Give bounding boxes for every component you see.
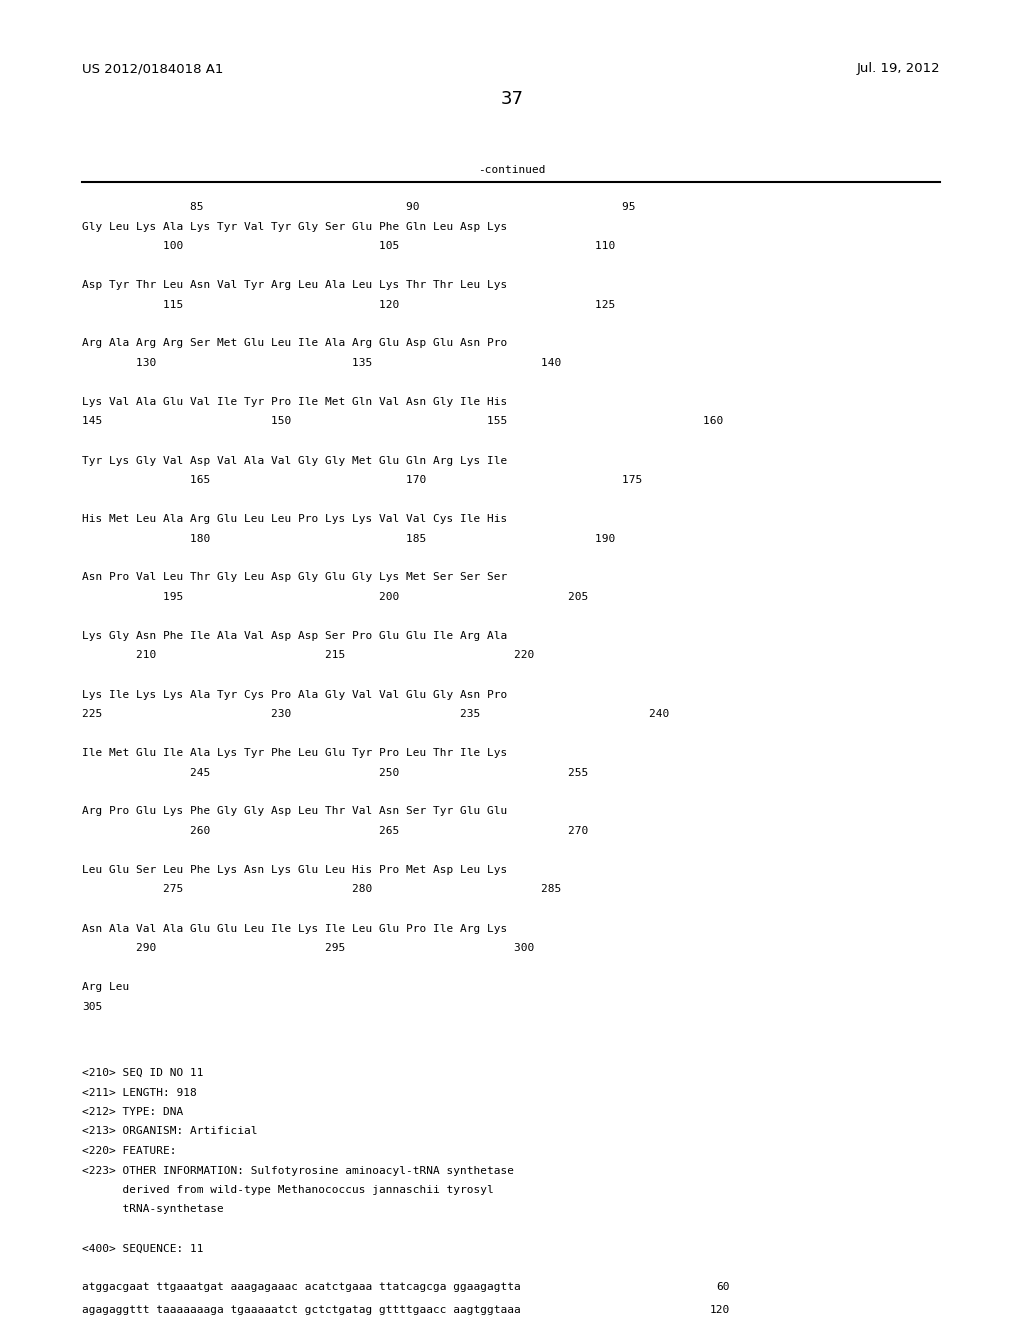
Text: <400> SEQUENCE: 11: <400> SEQUENCE: 11 (82, 1243, 204, 1254)
Text: tRNA-synthetase: tRNA-synthetase (82, 1204, 224, 1214)
Text: derived from wild-type Methanococcus jannaschii tyrosyl: derived from wild-type Methanococcus jan… (82, 1185, 494, 1195)
Text: 260                         265                         270: 260 265 270 (82, 826, 588, 836)
Text: <210> SEQ ID NO 11: <210> SEQ ID NO 11 (82, 1068, 204, 1078)
Text: 100                             105                             110: 100 105 110 (82, 242, 615, 251)
Text: Gly Leu Lys Ala Lys Tyr Val Tyr Gly Ser Glu Phe Gln Leu Asp Lys: Gly Leu Lys Ala Lys Tyr Val Tyr Gly Ser … (82, 222, 507, 231)
Text: agagaggttt taaaaaaaga tgaaaaatct gctctgatag gttttgaacc aagtggtaaa: agagaggttt taaaaaaaga tgaaaaatct gctctga… (82, 1305, 521, 1315)
Text: His Met Leu Ala Arg Glu Leu Leu Pro Lys Lys Val Val Cys Ile His: His Met Leu Ala Arg Glu Leu Leu Pro Lys … (82, 513, 507, 524)
Text: 245                         250                         255: 245 250 255 (82, 767, 588, 777)
Text: 130                             135                         140: 130 135 140 (82, 358, 561, 368)
Text: Asp Tyr Thr Leu Asn Val Tyr Arg Leu Ala Leu Lys Thr Thr Leu Lys: Asp Tyr Thr Leu Asn Val Tyr Arg Leu Ala … (82, 280, 507, 290)
Text: 85                              90                              95: 85 90 95 (82, 202, 636, 213)
Text: Arg Leu: Arg Leu (82, 982, 129, 993)
Text: Arg Pro Glu Lys Phe Gly Gly Asp Leu Thr Val Asn Ser Tyr Glu Glu: Arg Pro Glu Lys Phe Gly Gly Asp Leu Thr … (82, 807, 507, 817)
Text: Lys Gly Asn Phe Ile Ala Val Asp Asp Ser Pro Glu Glu Ile Arg Ala: Lys Gly Asn Phe Ile Ala Val Asp Asp Ser … (82, 631, 507, 642)
Text: 180                             185                         190: 180 185 190 (82, 533, 615, 544)
Text: 290                         295                         300: 290 295 300 (82, 942, 535, 953)
Text: 120: 120 (710, 1305, 730, 1315)
Text: 275                         280                         285: 275 280 285 (82, 884, 561, 895)
Text: 210                         215                         220: 210 215 220 (82, 651, 535, 660)
Text: <223> OTHER INFORMATION: Sulfotyrosine aminoacyl-tRNA synthetase: <223> OTHER INFORMATION: Sulfotyrosine a… (82, 1166, 514, 1176)
Text: Leu Glu Ser Leu Phe Lys Asn Lys Glu Leu His Pro Met Asp Leu Lys: Leu Glu Ser Leu Phe Lys Asn Lys Glu Leu … (82, 865, 507, 875)
Text: 305: 305 (82, 1002, 102, 1011)
Text: Ile Met Glu Ile Ala Lys Tyr Phe Leu Glu Tyr Pro Leu Thr Ile Lys: Ile Met Glu Ile Ala Lys Tyr Phe Leu Glu … (82, 748, 507, 758)
Text: Jul. 19, 2012: Jul. 19, 2012 (856, 62, 940, 75)
Text: 195                             200                         205: 195 200 205 (82, 591, 588, 602)
Text: <220> FEATURE:: <220> FEATURE: (82, 1146, 176, 1156)
Text: <212> TYPE: DNA: <212> TYPE: DNA (82, 1107, 183, 1117)
Text: 60: 60 (717, 1283, 730, 1292)
Text: Lys Val Ala Glu Val Ile Tyr Pro Ile Met Gln Val Asn Gly Ile His: Lys Val Ala Glu Val Ile Tyr Pro Ile Met … (82, 397, 507, 407)
Text: 225                         230                         235                     : 225 230 235 (82, 709, 670, 719)
Text: Arg Ala Arg Arg Ser Met Glu Leu Ile Ala Arg Glu Asp Glu Asn Pro: Arg Ala Arg Arg Ser Met Glu Leu Ile Ala … (82, 338, 507, 348)
Text: <213> ORGANISM: Artificial: <213> ORGANISM: Artificial (82, 1126, 257, 1137)
Text: -continued: -continued (478, 165, 546, 176)
Text: Asn Ala Val Ala Glu Glu Leu Ile Lys Ile Leu Glu Pro Ile Arg Lys: Asn Ala Val Ala Glu Glu Leu Ile Lys Ile … (82, 924, 507, 933)
Text: 115                             120                             125: 115 120 125 (82, 300, 615, 309)
Text: 165                             170                             175: 165 170 175 (82, 475, 642, 484)
Text: <211> LENGTH: 918: <211> LENGTH: 918 (82, 1088, 197, 1097)
Text: atggacgaat ttgaaatgat aaagagaaac acatctgaaa ttatcagcga ggaagagtta: atggacgaat ttgaaatgat aaagagaaac acatctg… (82, 1283, 521, 1292)
Text: 37: 37 (501, 90, 523, 108)
Text: Tyr Lys Gly Val Asp Val Ala Val Gly Gly Met Glu Gln Arg Lys Ile: Tyr Lys Gly Val Asp Val Ala Val Gly Gly … (82, 455, 507, 466)
Text: Asn Pro Val Leu Thr Gly Leu Asp Gly Glu Gly Lys Met Ser Ser Ser: Asn Pro Val Leu Thr Gly Leu Asp Gly Glu … (82, 573, 507, 582)
Text: 145                         150                             155                 : 145 150 155 (82, 417, 723, 426)
Text: Lys Ile Lys Lys Ala Tyr Cys Pro Ala Gly Val Val Glu Gly Asn Pro: Lys Ile Lys Lys Ala Tyr Cys Pro Ala Gly … (82, 689, 507, 700)
Text: US 2012/0184018 A1: US 2012/0184018 A1 (82, 62, 223, 75)
